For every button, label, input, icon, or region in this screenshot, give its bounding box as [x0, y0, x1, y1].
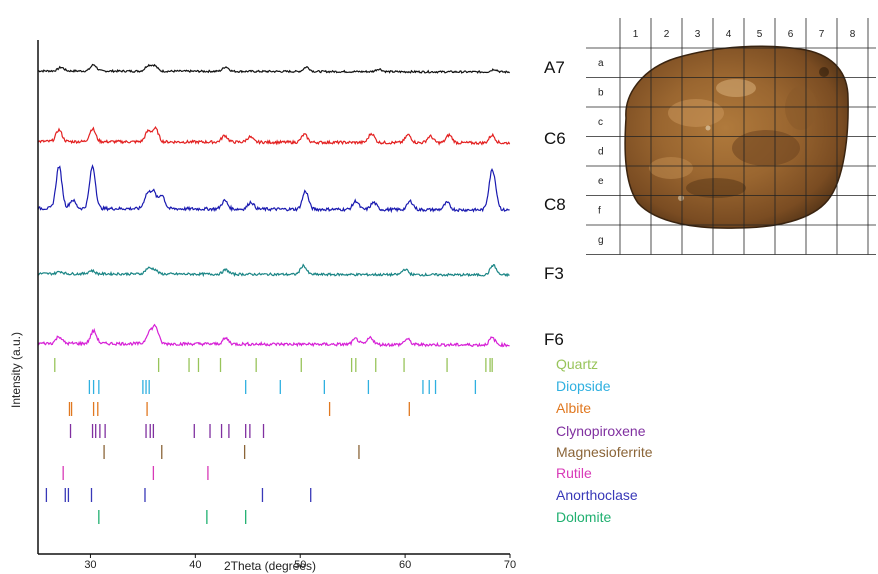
grid-row-label: b: [598, 87, 604, 98]
y-axis-label: Intensity (a.u.): [9, 332, 23, 408]
sample-label-c8: C8: [544, 195, 566, 214]
grid-column-label: 1: [633, 29, 639, 40]
phase-label-quartz: Quartz: [556, 356, 599, 372]
reference-phase-ticks: [45, 358, 493, 524]
trace-c6: [37, 125, 511, 146]
grid-column-label: 4: [726, 29, 732, 40]
phase-label-clynopiroxene: Clynopiroxene: [556, 423, 646, 439]
phase-label-albite: Albite: [556, 400, 592, 416]
phase-label-magnesioferrite: Magnesioferrite: [556, 444, 653, 460]
phase-label-anorthoclase: Anorthoclase: [556, 487, 638, 503]
xrd-traces: [37, 63, 511, 348]
grid-column-label: 2: [664, 29, 670, 40]
x-tick-label: 40: [189, 559, 201, 571]
x-axis-label: 2Theta (degrees): [224, 559, 316, 573]
trace-a7: [37, 63, 511, 74]
xrd-chart: 30 40 50 60 70 Intensity (a.u.) 2Theta (degr…: [9, 40, 516, 573]
sample-photo-image: [624, 45, 849, 229]
trace-c8: [37, 163, 510, 214]
grid-lines: [586, 18, 876, 255]
phase-label-rutile: Rutile: [556, 465, 592, 481]
trace-f3: [37, 263, 510, 278]
grid-row-label: d: [598, 146, 604, 157]
x-tick-label: 50: [294, 559, 306, 571]
x-tick-label: 30: [84, 559, 96, 571]
grid-row-label: c: [598, 117, 603, 128]
grid-row-labels: a b c d e f g: [598, 58, 604, 246]
grid-column-label: 8: [850, 29, 856, 40]
sample-label-f3: F3: [544, 264, 564, 283]
grid-row-label: f: [598, 205, 601, 216]
grid-column-label: 3: [695, 29, 701, 40]
x-tick-label: 60: [399, 559, 411, 571]
sample-label-a7: A7: [544, 58, 565, 77]
grid-column-label: 7: [819, 29, 825, 40]
grid-row-label: a: [598, 58, 604, 69]
x-axis-ticks: 30 40 50 60 70: [84, 554, 516, 571]
grid-column-label: 5: [757, 29, 763, 40]
sample-label-c6: C6: [544, 129, 566, 148]
grid-row-label: e: [598, 176, 604, 187]
sample-label-f6: F6: [544, 330, 564, 349]
grid-column-label: 6: [788, 29, 794, 40]
grid-column-labels: 123456789: [633, 29, 856, 40]
trace-f6: [37, 323, 510, 348]
phase-label-diopside: Diopside: [556, 378, 611, 394]
phase-label-dolomite: Dolomite: [556, 509, 612, 525]
x-tick-label: 70: [504, 559, 516, 571]
grid-row-label: g: [598, 235, 604, 246]
